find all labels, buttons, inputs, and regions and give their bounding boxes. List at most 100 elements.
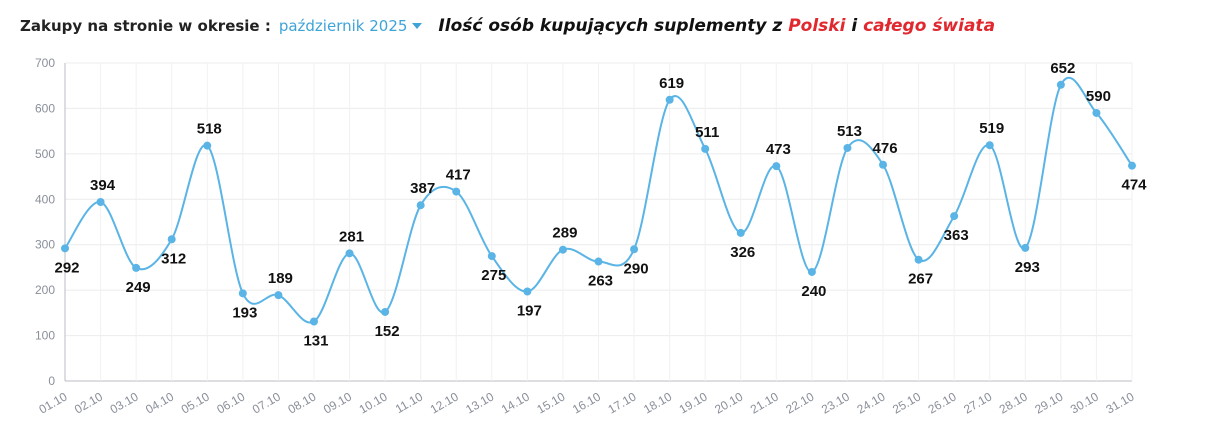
- data-label: 619: [659, 75, 684, 92]
- x-tick-label: 28.10: [997, 389, 1030, 416]
- data-point[interactable]: [203, 141, 212, 150]
- data-label: 326: [730, 244, 755, 261]
- y-tick-label: 200: [35, 283, 55, 297]
- data-point[interactable]: [772, 162, 781, 171]
- data-point[interactable]: [1092, 108, 1101, 117]
- data-point[interactable]: [61, 244, 69, 253]
- data-point[interactable]: [843, 143, 852, 152]
- y-tick-label: 300: [35, 238, 55, 252]
- y-tick-label: 700: [35, 56, 55, 70]
- x-tick-label: 20.10: [712, 389, 745, 416]
- data-label: 292: [54, 259, 79, 276]
- x-tick-label: 30.10: [1068, 389, 1101, 416]
- y-tick-label: 400: [35, 192, 55, 206]
- data-label: 473: [766, 141, 791, 158]
- data-point[interactable]: [345, 249, 354, 258]
- data-label: 513: [837, 123, 862, 140]
- data-point[interactable]: [274, 291, 283, 300]
- x-tick-label: 13.10: [463, 389, 496, 416]
- x-tick-label: 27.10: [961, 389, 994, 416]
- x-tick-label: 29.10: [1032, 389, 1065, 416]
- x-tick-label: 02.10: [72, 389, 105, 416]
- data-point[interactable]: [381, 307, 390, 316]
- data-labels: 292 394 249 312 518 193 189 131 281 152 387 417 275 1…: [54, 60, 1147, 350]
- x-tick-label: 23.10: [819, 389, 852, 416]
- period-label: Zakupy na stronie w okresie :: [20, 17, 271, 35]
- data-label: 293: [1015, 259, 1040, 276]
- title-highlight-poland: Polski: [788, 16, 846, 36]
- data-label: 267: [908, 271, 933, 288]
- data-label: 193: [232, 304, 257, 321]
- data-label: 312: [161, 250, 186, 267]
- x-tick-label: 07.10: [250, 389, 283, 416]
- x-tick-label: 11.10: [393, 389, 426, 416]
- data-point[interactable]: [630, 245, 639, 254]
- data-point[interactable]: [1056, 80, 1065, 89]
- period-dropdown[interactable]: październik 2025: [279, 17, 423, 35]
- data-label: 263: [588, 273, 613, 290]
- title-mid: i: [845, 16, 864, 36]
- data-label: 152: [375, 323, 400, 340]
- title-prefix: Ilość osób kupujących suplementy z: [438, 16, 789, 36]
- x-tick-label: 22.10: [783, 389, 816, 416]
- x-axis: 01.10 02.10 03.10 04.10 05.10 06.10 07.10 08.10…: [36, 389, 1136, 416]
- data-point[interactable]: [665, 95, 674, 104]
- x-tick-label: 31.10: [1103, 389, 1136, 416]
- series-line: [64, 76, 1133, 324]
- title-highlight-world: całego świata: [863, 16, 996, 36]
- data-point[interactable]: [167, 235, 176, 244]
- data-point[interactable]: [1021, 243, 1030, 252]
- x-tick-label: 19.10: [677, 389, 710, 416]
- data-label: 519: [979, 120, 1004, 137]
- data-point[interactable]: [558, 245, 567, 254]
- x-tick-label: 25.10: [890, 389, 923, 416]
- data-label: 189: [268, 270, 293, 287]
- chart-header: Zakupy na stronie w okresie : październi…: [20, 12, 995, 40]
- x-tick-label: 18.10: [641, 389, 674, 416]
- data-point[interactable]: [701, 144, 710, 153]
- y-axis: 0 100 200 300 400 500 600 700: [35, 56, 66, 388]
- period-value[interactable]: październik 2025: [278, 17, 408, 35]
- data-label: 518: [197, 121, 222, 138]
- y-tick-label: 0: [48, 374, 55, 388]
- data-point[interactable]: [914, 255, 923, 264]
- x-tick-label: 24.10: [855, 389, 888, 416]
- data-label: 417: [446, 167, 471, 184]
- data-label: 289: [552, 225, 577, 242]
- data-point[interactable]: [985, 141, 994, 150]
- chevron-down-icon[interactable]: [412, 23, 423, 29]
- data-point[interactable]: [487, 252, 496, 261]
- x-tick-label: 17.10: [606, 389, 639, 416]
- x-tick-label: 05.10: [179, 389, 212, 416]
- data-point[interactable]: [96, 198, 105, 207]
- grid: [64, 62, 1133, 382]
- data-label: 240: [801, 283, 826, 300]
- data-label: 281: [339, 228, 364, 245]
- data-label: 387: [410, 180, 435, 197]
- data-points: [61, 80, 1136, 326]
- data-point[interactable]: [736, 228, 745, 237]
- data-label: 474: [1121, 177, 1147, 194]
- data-label: 363: [944, 227, 969, 244]
- data-label: 511: [695, 124, 719, 141]
- data-point[interactable]: [950, 212, 959, 221]
- data-label: 249: [126, 279, 151, 296]
- data-point[interactable]: [132, 263, 141, 272]
- data-label: 652: [1050, 60, 1075, 77]
- data-point[interactable]: [879, 160, 888, 169]
- x-tick-label: 10.10: [357, 389, 390, 416]
- data-point[interactable]: [807, 267, 816, 276]
- x-tick-label: 08.10: [285, 389, 318, 416]
- data-point[interactable]: [416, 201, 425, 210]
- data-point[interactable]: [1128, 161, 1136, 170]
- x-tick-label: 01.10: [36, 389, 69, 416]
- data-point[interactable]: [523, 287, 532, 296]
- y-tick-label: 500: [35, 147, 55, 161]
- data-point[interactable]: [452, 187, 461, 196]
- data-point[interactable]: [238, 289, 247, 298]
- data-point[interactable]: [594, 257, 603, 266]
- data-point[interactable]: [309, 317, 318, 326]
- data-label: 197: [517, 303, 542, 320]
- x-tick-label: 15.10: [534, 389, 567, 416]
